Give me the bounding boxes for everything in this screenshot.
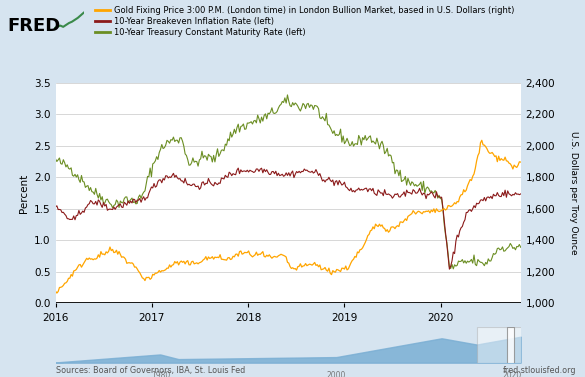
Y-axis label: Percent: Percent [19, 173, 29, 213]
Y-axis label: U.S. Dollars per Troy Ounce: U.S. Dollars per Troy Ounce [569, 132, 578, 255]
Text: FRED: FRED [8, 17, 61, 35]
Text: 1980: 1980 [152, 371, 170, 377]
Bar [507, 327, 514, 363]
Text: Sources: Board of Governors, IBA, St. Louis Fed: Sources: Board of Governors, IBA, St. Lo… [56, 366, 245, 375]
Legend: Gold Fixing Price 3:00 P.M. (London time) in London Bullion Market, based in U.S: Gold Fixing Price 3:00 P.M. (London time… [95, 6, 514, 37]
Bar [477, 327, 525, 363]
Text: 2020: 2020 [503, 371, 521, 377]
Text: 2000: 2000 [326, 371, 346, 377]
Text: fred.stlouisfed.org: fred.stlouisfed.org [503, 366, 576, 375]
